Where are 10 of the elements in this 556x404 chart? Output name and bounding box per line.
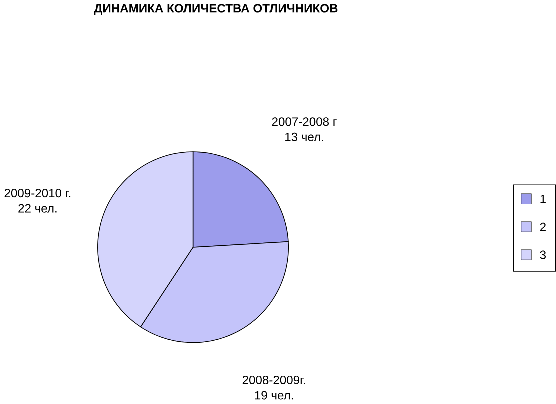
chart-title: ДИНАМИКА КОЛИЧЕСТВА ОТЛИЧНИКОВ <box>94 4 338 16</box>
data-label: 22 чел. <box>18 204 57 213</box>
legend-label: 3 <box>540 250 546 260</box>
data-label: 19 чел. <box>255 391 294 400</box>
data-label: 13 чел. <box>286 132 324 142</box>
text: 2008-2009г. <box>242 376 306 385</box>
legend-label: 2 <box>540 222 546 232</box>
text: 2007-2008 г <box>272 118 337 126</box>
legend-label: 1 <box>540 194 546 204</box>
text: 2009-2010 г. <box>4 189 71 198</box>
